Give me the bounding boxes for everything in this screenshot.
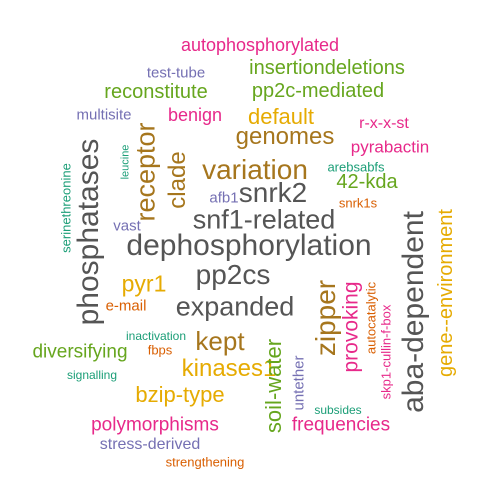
word-frequencies: frequencies xyxy=(291,414,391,436)
word-vast: vast xyxy=(113,217,141,235)
word-arebsabfs: arebsabfs xyxy=(327,159,385,175)
word-kept: kept xyxy=(195,326,245,356)
word-pp2c-mediated: pp2c-mediated xyxy=(251,80,385,102)
word-phosphatases: phosphatases xyxy=(72,138,105,326)
word-snf1-related: snf1-related xyxy=(192,204,336,235)
word-pyr1: pyr1 xyxy=(121,270,167,297)
word-variation: variation xyxy=(202,154,308,185)
word-default: default xyxy=(247,104,315,129)
word-provoking: provoking xyxy=(339,281,363,373)
word-e-mail: e-mail xyxy=(105,297,147,315)
word-afb1: afb1 xyxy=(209,189,239,207)
word-multisite: multisite xyxy=(76,106,132,124)
word-fbps: fbps xyxy=(147,342,173,358)
word-autophosphorylated: autophosphorylated xyxy=(180,35,340,55)
word-untether: untether xyxy=(290,355,308,411)
word-snrk2: snrk2 xyxy=(238,177,308,208)
word-r-x-x-st: r-x-x-st xyxy=(359,115,409,132)
word-aba-dependent: aba-dependent xyxy=(397,211,430,413)
word-bzip-type: bzip-type xyxy=(135,382,225,407)
word-expanded: expanded xyxy=(175,291,295,322)
word-diversifying: diversifying xyxy=(32,341,128,363)
word-snrk1s: snrk1s xyxy=(338,195,378,211)
word-strengthening: strengthening xyxy=(165,454,245,470)
word-leucine: leucine xyxy=(119,144,132,180)
word-stress-derived: stress-derived xyxy=(99,436,201,453)
word-reconstitute: reconstitute xyxy=(104,81,208,103)
word-autocatalytic: autocatalytic xyxy=(363,281,379,355)
word-pp2cs: pp2cs xyxy=(195,259,271,290)
word-polymorphisms: polymorphisms xyxy=(91,414,219,436)
word-test-tube: test-tube xyxy=(146,64,206,82)
word-soil-water: soil-water xyxy=(261,338,286,434)
word-clade: clade xyxy=(164,151,191,209)
word-serinethreonine: serinethreonine xyxy=(58,163,74,253)
word-skp1-cullin-f-box: skp1-cullin-f-box xyxy=(378,304,394,400)
word-receptor: receptor xyxy=(130,122,161,222)
word-pyrabactin: pyrabactin xyxy=(350,137,430,157)
word-gene-environment: gene--environment xyxy=(435,209,457,377)
word-inactivation: inactivation xyxy=(125,329,187,343)
word-genomes: genomes xyxy=(235,123,335,150)
word-42-kda: 42-kda xyxy=(336,171,398,193)
word-insertiondeletions: insertiondeletions xyxy=(249,57,405,79)
word-subsides: subsides xyxy=(314,403,362,417)
word-zipper: zipper xyxy=(310,279,341,357)
word-signalling: signalling xyxy=(66,368,118,382)
word-kinases1: kinases1 xyxy=(181,355,277,382)
word-dephosphorylation: dephosphorylation xyxy=(126,229,372,262)
word-benign: benign xyxy=(167,105,223,125)
